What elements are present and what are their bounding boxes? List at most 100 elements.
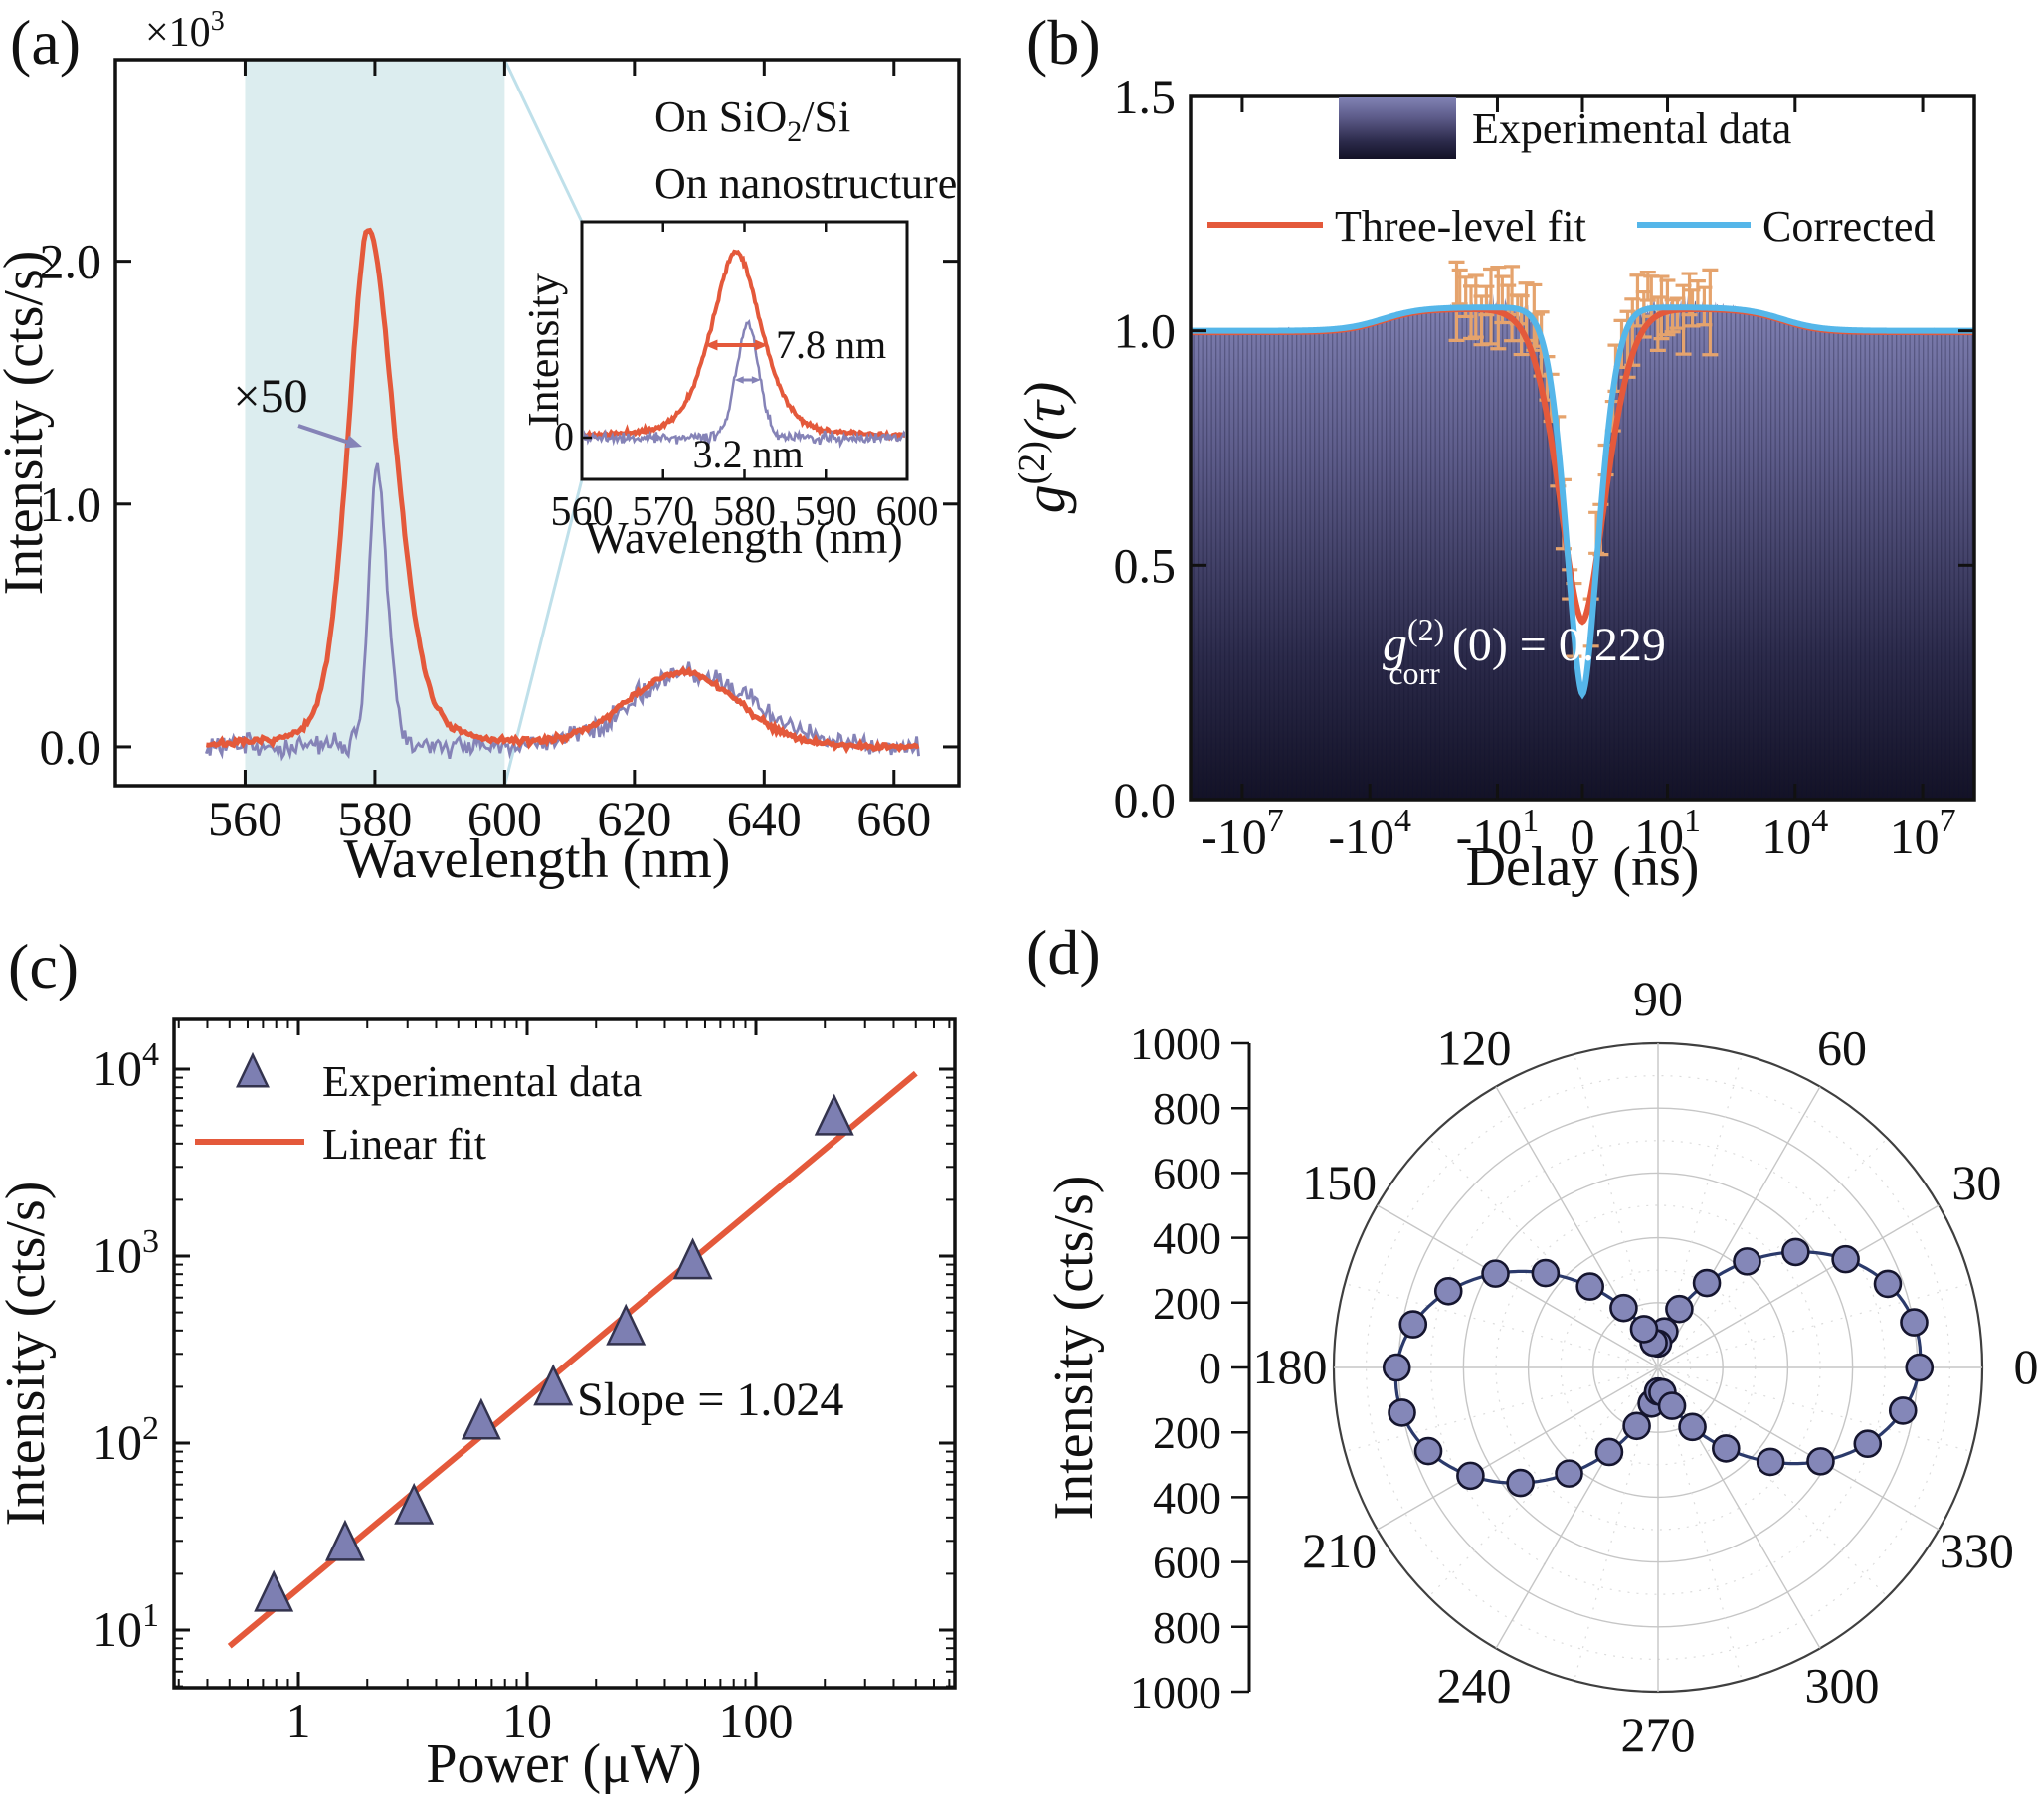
angle-tick-label: 60 <box>1817 1020 1867 1076</box>
polar-spoke-minor <box>1657 1366 1888 1597</box>
polar-data-point <box>1873 1269 1903 1299</box>
g2-fit-curves <box>1191 304 1974 700</box>
angle-tick-label: 120 <box>1437 1020 1512 1076</box>
fwhm-label-sio2: 3.2 nm <box>692 432 803 476</box>
polar-data-point <box>1531 1258 1561 1288</box>
angle-tick-label: 240 <box>1437 1657 1512 1713</box>
panel-d-letter: (d) <box>1026 917 1101 988</box>
y-tick-label: 1.0 <box>1114 303 1177 359</box>
polar-spoke <box>1657 1204 1940 1368</box>
power-axes: 1 10 100 101 102 103 104 <box>93 1017 957 1748</box>
polar-data-point <box>1900 1308 1929 1337</box>
panel-a-letter: (a) <box>10 7 81 78</box>
x-axis-label: Delay (ns) <box>1466 836 1700 898</box>
data-point-triangle <box>236 1051 270 1088</box>
polar-data-point <box>1733 1247 1761 1276</box>
polar-spoke-minor <box>1344 1366 1659 1452</box>
x-tick-label: 104 <box>1761 803 1828 864</box>
legend-swatch-experimental <box>1339 97 1456 159</box>
spectrum-chart: 560 580 600 620 640 660 0.0 1.0 2.0 560 570 580 590… <box>0 6 961 890</box>
polar-spoke-minor <box>1657 1053 1743 1368</box>
polar-spoke-minor <box>1657 1366 1743 1682</box>
legend-entry-fit: Three-level fit <box>1335 202 1586 251</box>
zoom-connector-bottom <box>502 478 584 787</box>
power-dependence-chart: 1 10 100 101 102 103 104 (c) Power (μW) Intens… <box>0 931 957 1795</box>
radial-tick-label: 1000 <box>1130 1667 1221 1718</box>
polar-data-point <box>1481 1259 1510 1288</box>
polar-chart: 1000 800 600 400 200 0 200 400 600 800 1000 0 30 60 9… <box>1026 917 2037 1762</box>
data-point-triangle <box>394 1482 435 1525</box>
x-tick-label: -107 <box>1201 803 1284 864</box>
radial-tick-label: 600 <box>1153 1538 1221 1588</box>
x-tick-label: 101 <box>1634 803 1701 864</box>
inset-series-orange <box>584 249 905 443</box>
x-tick-label: 100 <box>719 1693 794 1748</box>
radial-tick-label: 800 <box>1153 1083 1221 1134</box>
y-tick-label: 103 <box>93 1223 159 1283</box>
polar-data-point <box>1388 1398 1416 1427</box>
y-tick-label: 0.0 <box>40 719 102 775</box>
polar-spoke <box>1495 1366 1659 1649</box>
y-axis-label: Intensity (cts/s) <box>0 1182 57 1527</box>
polar-data-point <box>1657 1391 1687 1420</box>
inset-x-tick-label: 570 <box>632 489 694 535</box>
radial-tick-label: 1000 <box>1130 1018 1221 1069</box>
y-tick-label: 1.5 <box>1114 69 1177 124</box>
spectrum-curves <box>204 227 920 762</box>
polar-spoke <box>1377 1366 1659 1531</box>
polar-spoke-minor <box>1657 1138 1888 1368</box>
x-tick-label: -104 <box>1328 803 1411 864</box>
gain-arrow <box>297 424 353 446</box>
radial-tick-label: 400 <box>1153 1472 1221 1523</box>
polar-data-point <box>1853 1429 1883 1459</box>
polar-spoke <box>1495 1086 1659 1368</box>
slope-annotation: Slope = 1.024 <box>577 1373 843 1426</box>
legend-entry-experimental: Experimental data <box>322 1057 642 1106</box>
polar-data-point <box>1678 1412 1707 1442</box>
data-point-triangle <box>814 1093 854 1136</box>
polar-spoke-minor <box>1428 1366 1659 1597</box>
data-point-triangle <box>461 1397 501 1440</box>
radial-tick-label: 400 <box>1153 1213 1221 1264</box>
polar-data-point <box>1382 1353 1411 1382</box>
inset-x-tick-label: 590 <box>795 489 857 535</box>
x-tick-label: 10 <box>502 1693 552 1748</box>
panel-b-autocorrelation: -107 -104 -101 0 101 104 107 0.0 0.5 1.0 1.5 (b) D… <box>1018 0 2037 910</box>
polar-grid <box>1332 1041 1984 1694</box>
x-tick-label: 600 <box>467 791 542 846</box>
inset-series-purple <box>584 318 905 449</box>
data-point-triangle <box>254 1569 294 1612</box>
y-tick-label: 101 <box>93 1597 159 1657</box>
angle-tick-label: 300 <box>1805 1657 1880 1713</box>
polar-data-point <box>1555 1459 1583 1488</box>
arrowhead <box>755 339 769 351</box>
polar-spoke-minor <box>1428 1138 1659 1368</box>
arrowhead <box>344 435 362 449</box>
polar-data-point <box>1781 1237 1810 1267</box>
x-tick-label: -101 <box>1456 803 1540 864</box>
arrowhead <box>734 376 744 384</box>
radial-tick-label: 200 <box>1153 1278 1221 1329</box>
polar-spoke <box>1377 1204 1659 1368</box>
panel-a-spectrum: 560 580 600 620 640 660 0.0 1.0 2.0 560 570 580 590… <box>0 0 1018 910</box>
polar-data-point <box>1831 1244 1860 1274</box>
angle-tick-label: 0 <box>2014 1339 2037 1394</box>
x-axis-label: Power (μW) <box>426 1733 701 1795</box>
x-axis-label: Wavelength (nm) <box>344 828 731 890</box>
polar-data-point <box>1594 1437 1624 1467</box>
angle-tick-label: 150 <box>1302 1155 1377 1210</box>
radial-tick-label: 200 <box>1153 1407 1221 1458</box>
panel-d-polarization: 1000 800 600 400 200 0 200 400 600 800 1000 0 30 60 9… <box>1018 910 2037 1820</box>
x-tick-label: 640 <box>727 791 802 846</box>
polar-spoke <box>1657 1086 1821 1368</box>
y-axis-label: g(2)(τ) <box>1018 382 1077 514</box>
spectrum-inset: 560 570 580 590 600 <box>551 220 939 535</box>
legend-entry-nanostructure: On nanostructure <box>654 159 957 208</box>
power-plot <box>195 1051 918 1649</box>
angle-tick-label: 90 <box>1633 971 1683 1026</box>
x-tick-label: 107 <box>1890 803 1956 864</box>
data-point-triangle <box>324 1519 365 1561</box>
polar-data-point <box>1609 1293 1638 1323</box>
arrowhead <box>751 376 761 384</box>
inset-y-tick-label: 0 <box>554 414 574 458</box>
